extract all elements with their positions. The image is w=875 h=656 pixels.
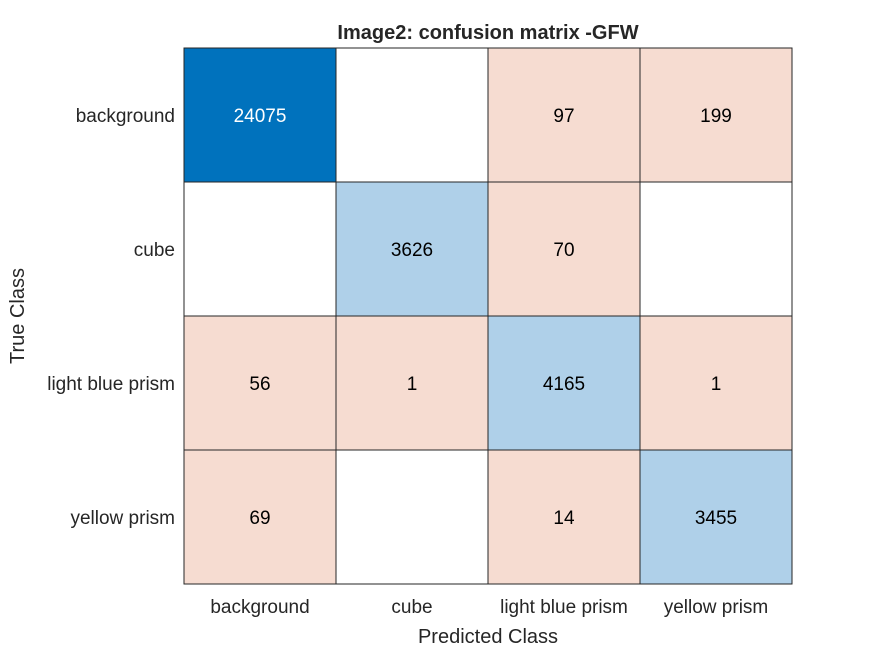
matrix-cell [335, 181, 489, 317]
cell-value-label: 1 [407, 374, 418, 395]
x-tick-label: light blue prism [500, 597, 628, 618]
matrix-cell [335, 47, 489, 183]
matrix-cell [183, 449, 337, 585]
cell-value-label: 4165 [543, 374, 585, 395]
y-axis-label: True Class [7, 268, 29, 364]
matrix-cell [639, 47, 793, 183]
cell-value-label: 97 [553, 106, 574, 127]
x-tick-label: background [210, 597, 309, 618]
matrix-cell [639, 181, 793, 317]
matrix-cell [639, 449, 793, 585]
matrix-cell [487, 47, 641, 183]
matrix-cell [487, 315, 641, 451]
x-axis-label: Predicted Class [418, 626, 558, 648]
chart-title: Image2: confusion matrix -GFW [337, 22, 638, 44]
x-tick-label: cube [391, 597, 432, 618]
x-tick-labels: background cube light blue prism yellow pri… [210, 597, 768, 618]
matrix-cells: 24075 97 199 3626 70 56 1 4165 1 69 14 3455 [183, 47, 793, 585]
y-tick-label: background [76, 106, 175, 127]
cell-value-label: 24075 [234, 106, 287, 127]
y-tick-label: yellow prism [70, 508, 175, 529]
cell-value-label: 69 [249, 508, 270, 529]
cell-value-label: 70 [553, 240, 574, 261]
matrix-cell [183, 47, 337, 183]
cell-value-label: 14 [553, 508, 575, 529]
y-tick-label: cube [134, 240, 175, 261]
cell-value-label: 3455 [695, 508, 737, 529]
y-tick-labels: background cube light blue prism yellow pri… [47, 106, 175, 529]
cell-value-label: 3626 [391, 240, 433, 261]
matrix-cell [487, 181, 641, 317]
cell-value-label: 56 [249, 374, 270, 395]
cell-value-label: 199 [700, 106, 732, 127]
matrix-cell [183, 315, 337, 451]
y-tick-label: light blue prism [47, 374, 175, 395]
cell-value-label: 1 [711, 374, 722, 395]
x-tick-label: yellow prism [664, 597, 769, 618]
matrix-cell [335, 449, 489, 585]
matrix-cell [183, 181, 337, 317]
